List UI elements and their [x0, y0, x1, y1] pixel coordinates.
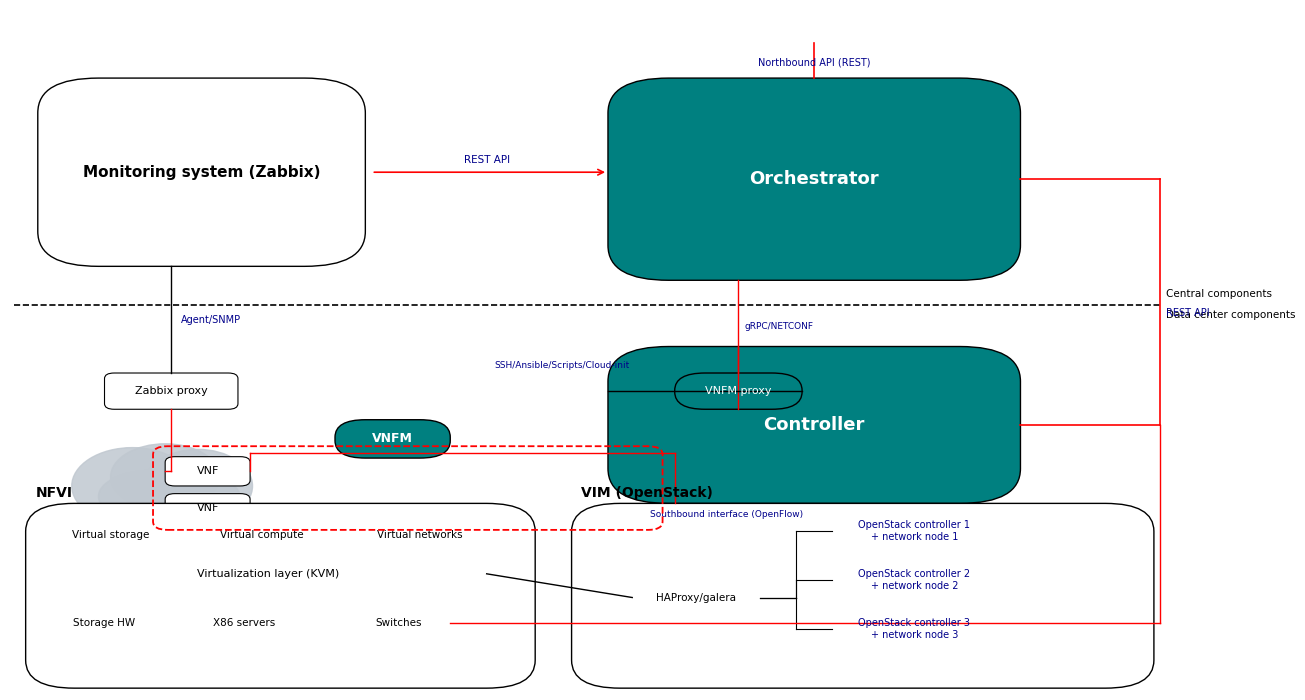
Text: Virtual networks: Virtual networks — [377, 531, 463, 540]
FancyBboxPatch shape — [38, 78, 365, 266]
FancyBboxPatch shape — [675, 373, 803, 410]
Text: gRPC/NETCONF: gRPC/NETCONF — [744, 322, 813, 331]
Text: REST API: REST API — [1167, 309, 1210, 318]
FancyBboxPatch shape — [608, 78, 1021, 280]
Text: Zabbix proxy: Zabbix proxy — [134, 386, 207, 396]
Text: Orchestrator: Orchestrator — [749, 170, 880, 188]
FancyBboxPatch shape — [833, 612, 996, 646]
FancyBboxPatch shape — [166, 456, 251, 486]
Text: VNFM proxy: VNFM proxy — [705, 386, 771, 396]
Text: Virtual compute: Virtual compute — [221, 531, 304, 540]
Text: X86 servers: X86 servers — [213, 617, 275, 628]
Text: OpenStack controller 1
+ network node 1: OpenStack controller 1 + network node 1 — [859, 521, 971, 542]
FancyBboxPatch shape — [166, 494, 251, 523]
FancyBboxPatch shape — [201, 522, 322, 549]
Text: Southbound interface (OpenFlow): Southbound interface (OpenFlow) — [650, 510, 804, 519]
Text: OpenStack controller 3
+ network node 3: OpenStack controller 3 + network node 3 — [859, 618, 971, 640]
Text: REST API: REST API — [463, 155, 510, 165]
Ellipse shape — [98, 470, 207, 523]
FancyBboxPatch shape — [632, 584, 760, 611]
Text: Central components: Central components — [1167, 289, 1272, 299]
Text: Virtualization layer (KVM): Virtualization layer (KVM) — [197, 569, 339, 579]
Ellipse shape — [132, 472, 240, 524]
FancyBboxPatch shape — [833, 563, 996, 598]
Text: VNFM: VNFM — [372, 433, 414, 445]
Text: NFVI: NFVI — [35, 486, 72, 500]
Text: OpenStack controller 2
+ network node 2: OpenStack controller 2 + network node 2 — [859, 569, 971, 591]
Ellipse shape — [144, 449, 252, 523]
Text: Northbound API (REST): Northbound API (REST) — [758, 57, 870, 68]
FancyBboxPatch shape — [50, 610, 159, 636]
Text: Switches: Switches — [376, 617, 422, 628]
Text: VNF: VNF — [197, 503, 219, 513]
Text: HAProxy/galera: HAProxy/galera — [656, 592, 736, 603]
Text: VNF: VNF — [197, 466, 219, 476]
Ellipse shape — [111, 444, 219, 510]
FancyBboxPatch shape — [608, 346, 1021, 503]
FancyBboxPatch shape — [335, 420, 450, 458]
Text: Storage HW: Storage HW — [73, 617, 136, 628]
FancyBboxPatch shape — [347, 610, 450, 636]
FancyBboxPatch shape — [833, 514, 996, 549]
Text: Data center components: Data center components — [1167, 310, 1296, 321]
FancyBboxPatch shape — [104, 373, 238, 410]
FancyBboxPatch shape — [354, 522, 487, 549]
Text: Virtual storage: Virtual storage — [72, 531, 149, 540]
Text: VIM (OpenStack): VIM (OpenStack) — [581, 486, 713, 500]
FancyBboxPatch shape — [50, 561, 487, 587]
Text: SSH/Ansible/Scripts/Cloud-init: SSH/Ansible/Scripts/Cloud-init — [495, 360, 630, 370]
Text: Controller: Controller — [763, 416, 865, 434]
FancyBboxPatch shape — [572, 503, 1154, 688]
FancyBboxPatch shape — [26, 503, 535, 688]
Ellipse shape — [72, 447, 193, 524]
Text: Monitoring system (Zabbix): Monitoring system (Zabbix) — [82, 164, 320, 180]
FancyBboxPatch shape — [50, 522, 171, 549]
Text: Agent/SNMP: Agent/SNMP — [181, 315, 241, 325]
FancyBboxPatch shape — [189, 610, 299, 636]
